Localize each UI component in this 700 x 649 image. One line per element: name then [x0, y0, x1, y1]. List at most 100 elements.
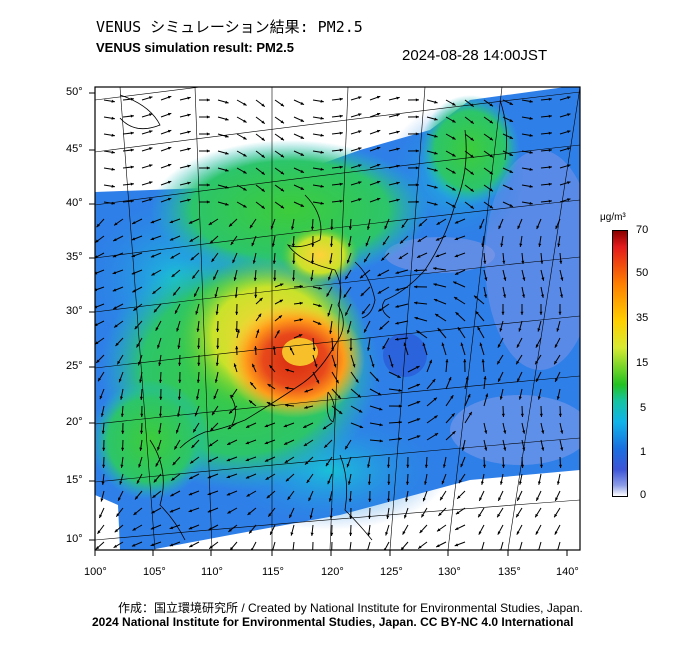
wind-arrow-head — [114, 324, 118, 328]
wind-arrow-head — [233, 277, 237, 281]
wind-arrow-head — [266, 402, 271, 405]
wind-arrow-head — [327, 312, 331, 317]
wind-arrow-head — [458, 479, 462, 484]
wind-arrow-head — [229, 223, 233, 227]
wind-arrow-head — [187, 113, 191, 117]
wind-arrow-head — [230, 394, 234, 399]
wind-arrow-head — [475, 311, 479, 315]
wind-arrow-head — [368, 515, 372, 519]
wind-arrow-head — [452, 153, 456, 157]
wind-arrow-head — [327, 480, 331, 485]
wind-arrow-head — [358, 113, 362, 117]
wind-arrow-head — [398, 437, 402, 441]
wind-arrow-head — [485, 393, 489, 397]
wind-arrow-head — [206, 183, 210, 187]
wind-arrow-head — [560, 447, 564, 451]
wind-arrow-head — [279, 299, 283, 303]
wind-arrow-head — [135, 496, 139, 500]
wind-arrow-head — [338, 410, 343, 414]
latitude-label: 35° — [66, 251, 83, 263]
wind-arrow-head — [299, 284, 303, 288]
wind-arrow-head — [364, 258, 368, 263]
wind-arrow-head — [483, 260, 487, 264]
wind-arrow — [292, 541, 295, 550]
wind-arrow-head — [416, 366, 420, 369]
longitude-label: 110° — [201, 566, 223, 578]
wind-arrow-head — [339, 114, 343, 118]
wind-arrow-head — [273, 277, 277, 281]
wind-arrow-head — [367, 532, 371, 536]
colorbar-tick-label: 5 — [640, 402, 647, 414]
wind-arrow-head — [210, 427, 214, 431]
wind-arrow-head — [300, 186, 304, 190]
wind-arrow-head — [448, 377, 452, 381]
wind-arrow-head — [434, 100, 438, 104]
wind-arrow-head — [556, 481, 560, 485]
wind-arrow-head — [481, 359, 485, 363]
wind-arrow-head — [435, 254, 440, 258]
wind-arrow-head — [529, 167, 533, 171]
wind-arrow-head — [176, 429, 179, 434]
wind-arrow-head — [556, 328, 560, 332]
wind-arrow-head — [150, 220, 155, 224]
wind-arrow-head — [498, 497, 501, 501]
wind-arrow-head — [345, 312, 348, 316]
wind-arrow-head — [384, 225, 388, 230]
wind-arrow-head — [358, 147, 362, 151]
wind-arrow-head — [346, 463, 350, 468]
wind-arrow-head — [567, 198, 571, 202]
longitude-line — [329, 87, 349, 550]
wind-arrow-head — [460, 463, 464, 468]
wind-arrow-head — [311, 226, 314, 230]
wind-arrow-head — [95, 239, 99, 243]
wind-arrow-head — [153, 479, 158, 483]
wind-arrow-head — [548, 165, 552, 169]
wind-arrow-head — [416, 418, 421, 422]
axis-ticks — [89, 92, 568, 556]
ring-center — [282, 338, 318, 366]
wind-arrow-head — [414, 301, 418, 305]
wind-arrow-head — [442, 464, 446, 468]
latitude-line — [95, 144, 580, 206]
wind-arrow-head — [541, 294, 544, 298]
wind-arrow-head — [330, 226, 334, 230]
wind-arrow-head — [300, 135, 304, 139]
wind-arrow-head — [424, 464, 428, 468]
wind-arrow-head — [382, 345, 386, 350]
wind-arrow-head — [376, 180, 381, 184]
wind-arrow-head — [167, 95, 172, 99]
wind-arrow-head — [502, 260, 506, 264]
wind-arrow-head — [206, 200, 210, 204]
wind-arrow-head — [401, 224, 405, 228]
wind-arrow-head — [414, 285, 418, 289]
wind-arrow-head — [519, 243, 523, 247]
latitude-line — [95, 87, 204, 101]
wind-arrow-head — [398, 420, 402, 424]
wind-arrow-head — [285, 403, 289, 407]
wind-arrow-head — [120, 464, 124, 468]
wind-arrow-head — [290, 532, 294, 536]
wind-arrow-head — [453, 281, 457, 285]
wind-arrow-head — [245, 441, 250, 445]
wind-arrow-head — [131, 543, 136, 547]
wind-arrow-head — [149, 147, 153, 151]
wind-arrow-head — [157, 447, 160, 451]
elevated-concentration-area — [420, 95, 520, 205]
wind-arrow-head — [188, 492, 193, 496]
wind-arrow-head — [167, 129, 172, 133]
latitude-label: 40° — [66, 197, 83, 209]
wind-arrow-head — [377, 290, 382, 294]
latitude-label: 10° — [66, 533, 83, 545]
wind-arrow-head — [111, 184, 115, 188]
wind-arrow-head — [206, 98, 210, 102]
wind-arrow-head — [300, 118, 304, 122]
wind-arrow-head — [395, 321, 399, 325]
wind-arrow-head — [503, 430, 507, 434]
wind-arrow-head — [335, 379, 339, 384]
wind-arrow-head — [415, 200, 419, 204]
wind-arrow-head — [398, 256, 403, 259]
wind-arrow-head — [149, 113, 153, 117]
wind-arrow-head — [245, 475, 250, 479]
wind-arrow-head — [100, 413, 104, 417]
